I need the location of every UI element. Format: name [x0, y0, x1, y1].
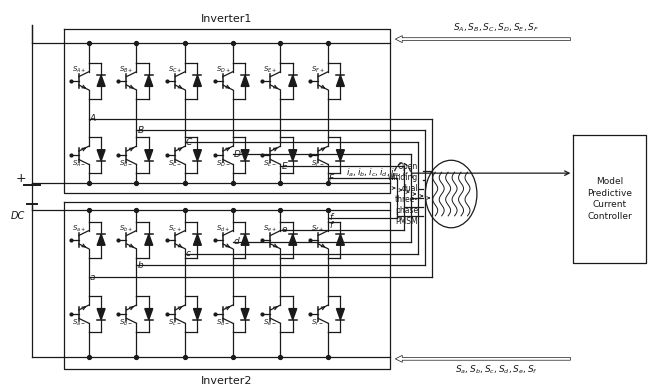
Text: DC: DC — [11, 212, 26, 221]
Text: b: b — [138, 261, 143, 270]
Text: D: D — [234, 150, 240, 159]
Text: $S_{c-}$: $S_{c-}$ — [168, 318, 182, 328]
Text: $S_{A-}$: $S_{A-}$ — [72, 159, 86, 169]
Text: $S_{b+}$: $S_{b+}$ — [119, 224, 134, 234]
Polygon shape — [97, 150, 105, 161]
Text: $S_A,S_B,S_C,S_D,S_E,S_F$: $S_A,S_B,S_C,S_D,S_E,S_F$ — [453, 22, 540, 34]
Polygon shape — [337, 75, 345, 86]
Polygon shape — [289, 234, 297, 245]
Polygon shape — [241, 75, 249, 86]
Text: Open
winding
dual
three-
phase
PMSM: Open winding dual three- phase PMSM — [388, 162, 419, 226]
Text: C: C — [186, 138, 193, 147]
Text: $S_{a+}$: $S_{a+}$ — [72, 224, 86, 234]
Polygon shape — [97, 75, 105, 86]
Polygon shape — [289, 308, 297, 320]
Text: $S_{E+}$: $S_{E+}$ — [263, 65, 278, 75]
Text: $S_{e+}$: $S_{e+}$ — [263, 224, 278, 234]
Text: $i_a,i_b,i_c,i_d,i_e,i_f$: $i_a,i_b,i_c,i_d,i_e,i_f$ — [346, 167, 409, 179]
Text: $S_{D+}$: $S_{D+}$ — [215, 65, 231, 75]
Polygon shape — [289, 75, 297, 86]
Polygon shape — [241, 234, 249, 245]
Text: f: f — [329, 213, 332, 222]
Text: $S_{f-}$: $S_{f-}$ — [311, 318, 324, 328]
Polygon shape — [97, 234, 105, 245]
Text: $S_{E-}$: $S_{E-}$ — [263, 159, 278, 169]
Text: $S_{A+}$: $S_{A+}$ — [72, 65, 86, 75]
Text: Inverter1: Inverter1 — [201, 14, 252, 24]
Text: $S_{f+}$: $S_{f+}$ — [311, 224, 324, 234]
Polygon shape — [145, 308, 153, 320]
Polygon shape — [193, 308, 201, 320]
Text: $S_{c+}$: $S_{c+}$ — [168, 224, 182, 234]
Text: $S_{C+}$: $S_{C+}$ — [168, 65, 183, 75]
Text: $S_{B+}$: $S_{B+}$ — [119, 65, 134, 75]
Polygon shape — [241, 150, 249, 161]
Polygon shape — [337, 234, 345, 245]
Text: A: A — [90, 114, 96, 123]
Polygon shape — [193, 234, 201, 245]
Text: $S_{F+}$: $S_{F+}$ — [311, 65, 325, 75]
Polygon shape — [145, 75, 153, 86]
Text: d: d — [234, 237, 240, 246]
Text: c: c — [186, 249, 191, 258]
Text: $S_{d-}$: $S_{d-}$ — [215, 318, 230, 328]
Text: $S_{C-}$: $S_{C-}$ — [168, 159, 183, 169]
Text: a: a — [90, 273, 95, 282]
Text: F: F — [329, 174, 334, 183]
Text: $S_{e-}$: $S_{e-}$ — [263, 318, 278, 328]
Polygon shape — [241, 308, 249, 320]
Text: $S_{F-}$: $S_{F-}$ — [311, 159, 325, 169]
Text: B: B — [138, 126, 143, 135]
Polygon shape — [97, 308, 105, 320]
Text: $S_{b-}$: $S_{b-}$ — [119, 318, 134, 328]
Text: E: E — [282, 162, 287, 171]
Polygon shape — [193, 150, 201, 161]
Text: +: + — [16, 172, 26, 185]
Polygon shape — [193, 75, 201, 86]
Text: Inverter2: Inverter2 — [201, 376, 252, 386]
Text: e: e — [282, 225, 287, 234]
Polygon shape — [145, 150, 153, 161]
Text: $S_a,S_b,S_c,S_d,S_e,S_f$: $S_a,S_b,S_c,S_d,S_e,S_f$ — [455, 364, 538, 376]
Polygon shape — [337, 308, 345, 320]
Text: f: f — [329, 221, 332, 230]
Polygon shape — [289, 150, 297, 161]
Text: $S_{D-}$: $S_{D-}$ — [215, 159, 231, 169]
Text: $S_{a-}$: $S_{a-}$ — [72, 318, 86, 328]
Text: Model
Predictive
Current
Controller: Model Predictive Current Controller — [587, 177, 632, 221]
Text: $S_{B-}$: $S_{B-}$ — [119, 159, 134, 169]
Polygon shape — [145, 234, 153, 245]
Polygon shape — [337, 150, 345, 161]
Text: $S_{d+}$: $S_{d+}$ — [215, 224, 230, 234]
